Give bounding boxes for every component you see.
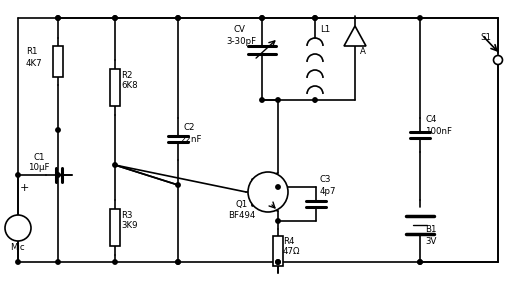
Text: +: + <box>20 183 29 193</box>
Circle shape <box>260 98 264 102</box>
Text: CV: CV <box>234 25 246 34</box>
Circle shape <box>176 260 180 264</box>
Circle shape <box>113 260 117 264</box>
Polygon shape <box>344 26 366 46</box>
Circle shape <box>276 98 280 102</box>
Text: 3-30pF: 3-30pF <box>226 36 256 45</box>
Text: 3K9: 3K9 <box>121 221 137 231</box>
Bar <box>110 69 120 106</box>
Circle shape <box>260 16 264 20</box>
Circle shape <box>276 185 280 189</box>
Circle shape <box>176 260 180 264</box>
Circle shape <box>418 260 422 264</box>
Circle shape <box>418 16 422 20</box>
Circle shape <box>276 219 280 223</box>
Text: R2: R2 <box>121 71 133 79</box>
Circle shape <box>176 16 180 20</box>
Circle shape <box>418 260 422 264</box>
Bar <box>53 46 63 77</box>
Text: 6K8: 6K8 <box>121 81 138 90</box>
Circle shape <box>113 16 117 20</box>
Text: C4: C4 <box>425 116 436 125</box>
Text: Q1: Q1 <box>236 199 248 208</box>
Text: A: A <box>360 47 366 57</box>
Text: BF494: BF494 <box>228 210 255 220</box>
Text: R3: R3 <box>121 210 133 220</box>
Text: L1: L1 <box>320 25 330 34</box>
Circle shape <box>56 260 60 264</box>
Text: 4K7: 4K7 <box>26 58 43 68</box>
Circle shape <box>313 98 317 102</box>
Circle shape <box>113 163 117 167</box>
Text: B1: B1 <box>425 225 436 234</box>
Text: Mic: Mic <box>10 244 24 253</box>
Text: R4: R4 <box>283 236 294 245</box>
Circle shape <box>313 16 317 20</box>
Text: 4p7: 4p7 <box>320 186 336 195</box>
Circle shape <box>113 16 117 20</box>
Text: C3: C3 <box>320 175 332 184</box>
Circle shape <box>16 173 20 177</box>
Bar <box>110 209 120 246</box>
Text: C1: C1 <box>34 153 46 162</box>
Text: R1: R1 <box>26 47 37 57</box>
Bar <box>273 236 283 266</box>
Circle shape <box>16 260 20 264</box>
Circle shape <box>56 16 60 20</box>
Circle shape <box>176 16 180 20</box>
Circle shape <box>56 128 60 132</box>
Text: 22nF: 22nF <box>180 136 202 144</box>
Circle shape <box>176 183 180 187</box>
Circle shape <box>248 172 288 212</box>
Text: 100nF: 100nF <box>425 127 452 136</box>
Circle shape <box>56 16 60 20</box>
Circle shape <box>56 173 60 177</box>
Text: 47Ω: 47Ω <box>283 247 301 257</box>
Circle shape <box>276 260 280 264</box>
Circle shape <box>313 16 317 20</box>
Circle shape <box>276 260 280 264</box>
Text: S1: S1 <box>480 32 491 42</box>
Text: C2: C2 <box>184 123 196 132</box>
Text: 10μF: 10μF <box>28 164 49 173</box>
Circle shape <box>260 16 264 20</box>
Text: 3V: 3V <box>425 236 436 245</box>
Circle shape <box>493 55 502 64</box>
Circle shape <box>5 215 31 241</box>
